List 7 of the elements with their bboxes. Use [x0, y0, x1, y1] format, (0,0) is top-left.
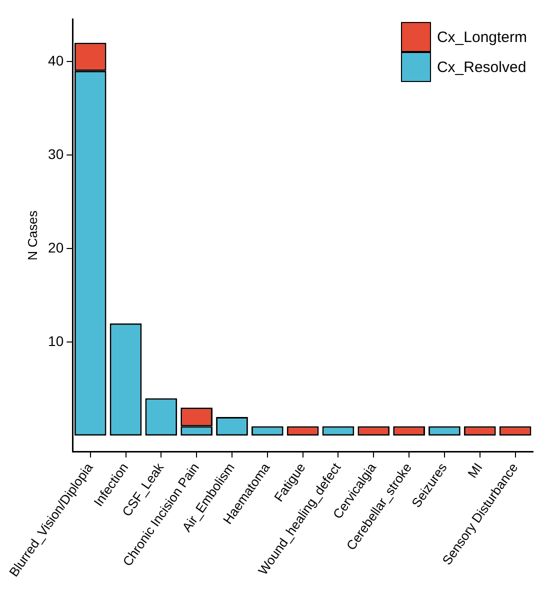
y-tick-label: 30	[48, 146, 64, 162]
y-tick-label: 40	[48, 52, 64, 68]
y-tick-label: 20	[48, 239, 64, 256]
y-axis-title: N Cases	[24, 210, 40, 260]
y-tick-label: 10	[48, 332, 64, 349]
legend-label: Cx_Longterm	[436, 28, 527, 46]
legend-label: Cx_Resolved	[436, 58, 526, 76]
